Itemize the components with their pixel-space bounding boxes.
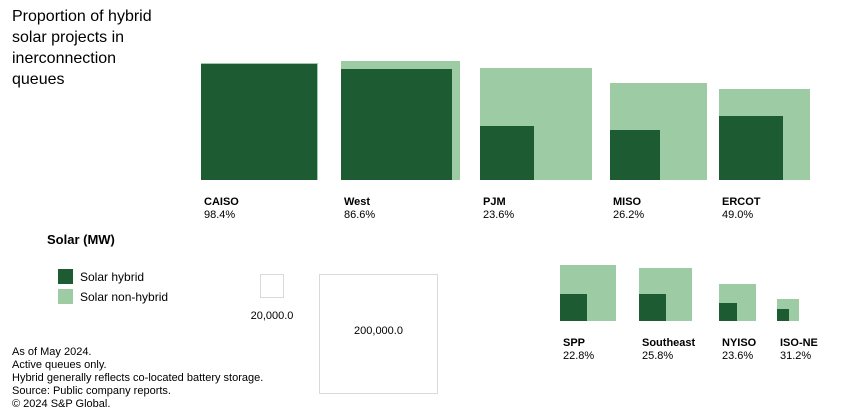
region-label-nyiso: NYISO 23.6%: [722, 337, 756, 363]
solar-hybrid-square: [480, 125, 535, 180]
region-hybrid-percent: 23.6%: [483, 209, 515, 221]
legend-heading: Solar (MW): [47, 232, 115, 247]
solar-hybrid-swatch: [58, 269, 73, 284]
region-hybrid-percent: 25.8%: [642, 350, 674, 362]
solar-hybrid-square: [341, 69, 452, 180]
solar-hybrid-square: [719, 116, 783, 180]
region-name: Southeast: [642, 337, 696, 349]
legend-item-solar-hybrid: Solar hybrid: [58, 269, 168, 284]
region-label-miso: MISO 26.2%: [613, 196, 644, 222]
size-legend-large-label: 200,000.0: [354, 325, 403, 337]
region-name: MISO: [613, 196, 642, 208]
region-name: West: [344, 196, 371, 208]
region-square-pjm: [480, 68, 592, 180]
region-label-spp: SPP 22.8%: [563, 337, 594, 363]
footnotes: As of May 2024. Active queues only. Hybrid…: [12, 346, 263, 411]
size-legend-small-label: 20,000.0: [250, 310, 294, 322]
region-name: SPP: [563, 337, 586, 349]
footnote-line: As of May 2024.: [12, 346, 92, 358]
size-legend-small-square: [260, 274, 284, 298]
region-name: NYISO: [722, 337, 757, 349]
region-name: ERCOT: [722, 196, 761, 208]
solar-hybrid-square: [777, 308, 790, 321]
region-hybrid-percent: 23.6%: [722, 350, 754, 362]
region-hybrid-percent: 26.2%: [613, 209, 645, 221]
legend-item-solar-non-hybrid: Solar non-hybrid: [58, 289, 168, 304]
region-name: CAISO: [204, 196, 239, 208]
region-square-nyiso: [719, 284, 756, 321]
chart-title: Proportion of hybrid solar projects in i…: [12, 8, 152, 88]
footnote-line: © 2024 S&P Global.: [12, 398, 111, 410]
region-square-southeast: [639, 267, 693, 321]
region-square-spp: [560, 265, 616, 321]
solar-hybrid-square: [639, 293, 667, 321]
region-square-caiso: [201, 63, 318, 180]
region-hybrid-percent: 49.0%: [722, 209, 754, 221]
region-label-west: West 86.6%: [344, 196, 375, 222]
legend-item-label: Solar non-hybrid: [80, 289, 169, 304]
legend-item-label: Solar hybrid: [80, 269, 145, 284]
region-hybrid-percent: 31.2%: [780, 350, 812, 362]
region-label-southeast: Southeast 25.8%: [642, 337, 695, 363]
footnote-line: Hybrid generally reflects co-located bat…: [12, 372, 264, 384]
region-square-miso: [610, 82, 708, 180]
region-square-iso-ne: [777, 299, 799, 321]
region-square-west: [341, 61, 460, 180]
solar-hybrid-square: [610, 130, 660, 180]
region-name: PJM: [483, 196, 506, 208]
region-name: ISO-NE: [780, 337, 818, 349]
region-label-caiso: CAISO 98.4%: [204, 196, 239, 222]
region-hybrid-percent: 98.4%: [204, 209, 236, 221]
solar-hybrid-square: [560, 294, 587, 321]
size-legend-large-square: 200,000.0: [319, 274, 438, 394]
region-square-ercot: [719, 88, 811, 180]
region-hybrid-percent: 22.8%: [563, 350, 595, 362]
region-label-pjm: PJM 23.6%: [483, 196, 514, 222]
region-label-ercot: ERCOT 49.0%: [722, 196, 761, 222]
footnote-line: Active queues only.: [12, 359, 107, 371]
solar-hybrid-square: [719, 303, 737, 321]
legend: Solar hybrid Solar non-hybrid: [58, 269, 168, 309]
footnote-line: Source: Public company reports.: [12, 385, 171, 397]
solar-hybrid-square: [201, 64, 317, 180]
solar-non-hybrid-swatch: [58, 289, 73, 304]
region-hybrid-percent: 86.6%: [344, 209, 376, 221]
region-label-iso-ne: ISO-NE 31.2%: [780, 337, 818, 363]
